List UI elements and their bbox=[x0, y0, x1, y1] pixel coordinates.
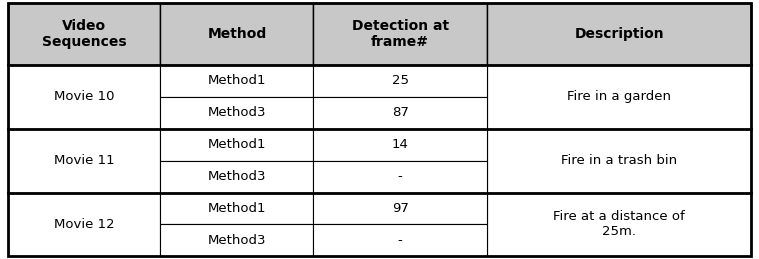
Bar bbox=[313, 65, 487, 97]
Bar bbox=[313, 161, 487, 192]
Bar bbox=[487, 65, 751, 129]
Text: Detection at
frame#: Detection at frame# bbox=[351, 19, 449, 49]
Text: Method: Method bbox=[207, 27, 266, 41]
Text: Method3: Method3 bbox=[208, 106, 266, 119]
Bar bbox=[487, 3, 751, 65]
Text: -: - bbox=[398, 170, 402, 183]
Bar bbox=[313, 3, 487, 65]
Text: 14: 14 bbox=[392, 138, 408, 151]
Bar bbox=[487, 192, 751, 256]
Text: Movie 10: Movie 10 bbox=[54, 90, 115, 103]
Bar bbox=[487, 129, 751, 192]
Text: Fire in a garden: Fire in a garden bbox=[567, 90, 671, 103]
Text: Description: Description bbox=[575, 27, 664, 41]
Bar bbox=[8, 65, 160, 129]
Text: -: - bbox=[398, 234, 402, 247]
Text: Fire in a trash bin: Fire in a trash bin bbox=[561, 154, 677, 167]
Bar bbox=[160, 192, 313, 225]
Bar bbox=[160, 3, 313, 65]
Text: Method1: Method1 bbox=[208, 138, 266, 151]
Text: Fire at a distance of
25m.: Fire at a distance of 25m. bbox=[553, 211, 685, 239]
Text: 87: 87 bbox=[392, 106, 408, 119]
Bar bbox=[8, 3, 160, 65]
Bar bbox=[313, 192, 487, 225]
Bar bbox=[8, 192, 160, 256]
Bar bbox=[313, 129, 487, 161]
Bar bbox=[160, 161, 313, 192]
Text: Method3: Method3 bbox=[208, 170, 266, 183]
Text: Video
Sequences: Video Sequences bbox=[42, 19, 126, 49]
Bar bbox=[160, 97, 313, 129]
Text: Movie 12: Movie 12 bbox=[54, 218, 115, 231]
Text: Method1: Method1 bbox=[208, 202, 266, 215]
Text: Method1: Method1 bbox=[208, 74, 266, 87]
Text: Method3: Method3 bbox=[208, 234, 266, 247]
Text: 25: 25 bbox=[392, 74, 408, 87]
Bar bbox=[160, 65, 313, 97]
Bar bbox=[160, 129, 313, 161]
Bar bbox=[313, 97, 487, 129]
Bar bbox=[313, 225, 487, 256]
Text: Movie 11: Movie 11 bbox=[54, 154, 115, 167]
Text: 97: 97 bbox=[392, 202, 408, 215]
Bar bbox=[160, 225, 313, 256]
Bar bbox=[8, 129, 160, 192]
